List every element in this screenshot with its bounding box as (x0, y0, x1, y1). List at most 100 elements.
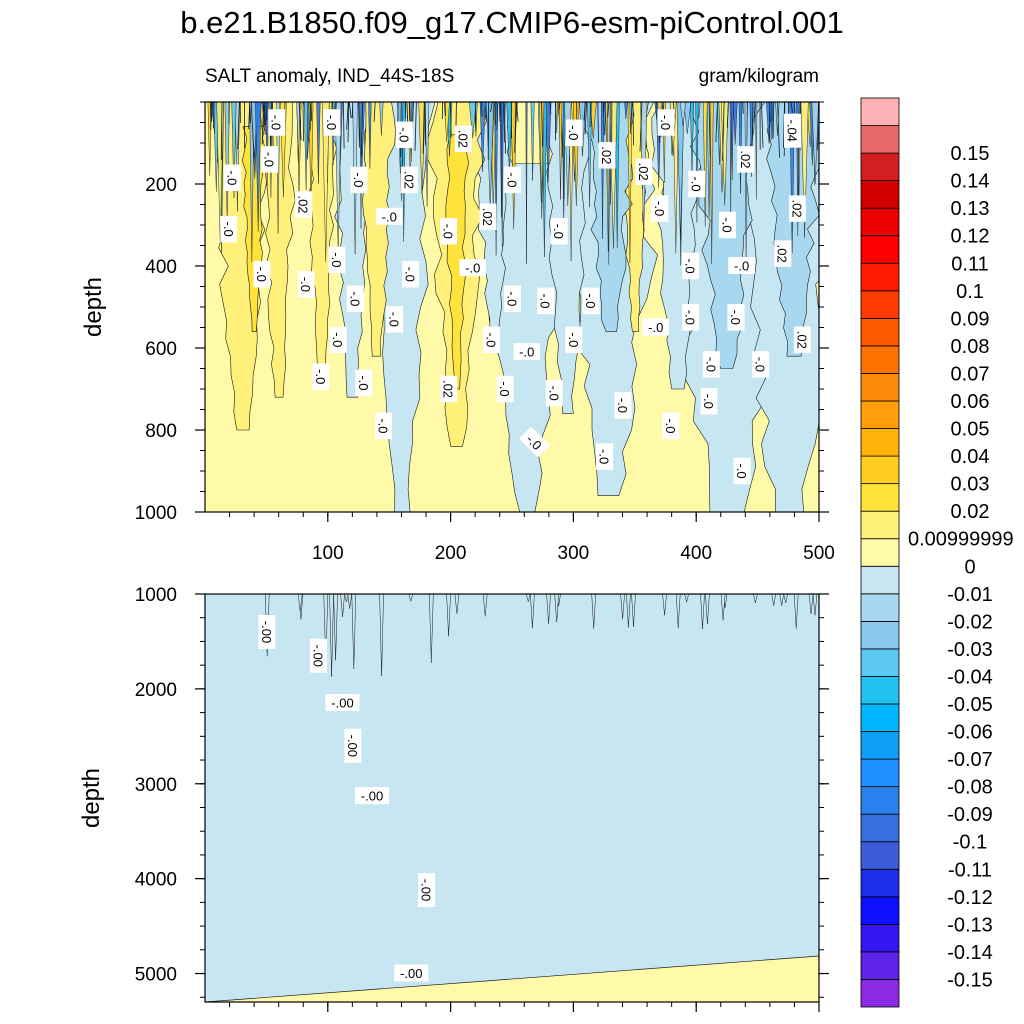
upper-panel: -.0 -.0 -.0 .02 -.0 -.0 -.04 -.0 .02 .02 .02 -.0 -.0… (80, 101, 835, 564)
colorbar-label: 0.12 (951, 226, 990, 248)
subtitle-right: gram/kilogram (699, 66, 819, 87)
contour-label-bg (323, 109, 341, 136)
contour-label-bg (784, 113, 801, 148)
contour-line (310, 102, 313, 121)
contour-streak (755, 102, 758, 200)
colorbar-box (860, 951, 900, 980)
contour-spike (705, 594, 710, 625)
contour-label-text: .02 (789, 200, 804, 218)
y-tick-label: 200 (145, 175, 177, 196)
contour-streak (555, 102, 558, 133)
contour-line (309, 102, 311, 131)
contour-label: -.0 (297, 271, 315, 298)
y-tick-label: 3000 (135, 775, 177, 796)
upper-contour-labels: -.0 -.0 -.0 .02 -.0 -.0 -.04 -.0 .02 .02 .02 -.0 -.0… (220, 109, 811, 485)
contour-label: -.0 (596, 443, 614, 470)
colorbar-label: 0.02 (951, 501, 990, 523)
colorbar-label: 0.06 (951, 391, 990, 413)
contour-label-text: -.0 (566, 332, 581, 347)
contour-streak (322, 102, 330, 262)
contour-label-bg (688, 170, 706, 198)
contour-label-bg (260, 146, 278, 173)
y-tick-label: 5000 (135, 965, 177, 986)
contour-spike (684, 594, 689, 603)
contour-label-text: -.0 (225, 170, 240, 185)
contour-label: -.00 (310, 638, 327, 673)
contour-line (422, 102, 425, 154)
contour-streak (544, 102, 552, 183)
contour-line (373, 102, 376, 122)
contour-streak (425, 102, 430, 207)
contour-label: -.0 (662, 412, 680, 440)
contour-line (503, 102, 506, 154)
contour-spike (662, 594, 667, 616)
contour-label-bg (774, 240, 792, 267)
contour-label-text: -.0 (254, 267, 269, 282)
contour-line (351, 102, 354, 119)
contour-streak (600, 102, 605, 239)
contour-label: -.0 (728, 257, 755, 274)
contour-label-bg (596, 443, 614, 470)
contour-label-bg (642, 318, 669, 336)
contour-label: -.0 (375, 207, 403, 225)
contour-label-bg (454, 125, 472, 153)
contour-line (589, 102, 591, 128)
contour-spike (793, 594, 799, 629)
contour-label: -.0 (565, 326, 583, 354)
contour-streak (690, 102, 695, 175)
contour-label-bg (375, 207, 403, 225)
contour-spike (351, 594, 357, 670)
contour-label-text: -.0 (652, 201, 667, 216)
contour-label-text: .02 (296, 195, 311, 213)
contour-streak (703, 102, 708, 227)
contour-line (347, 102, 350, 143)
colorbar-box (860, 207, 900, 237)
contour-label: -.0 (346, 285, 364, 313)
contour-line (496, 102, 499, 130)
colorbar-label: -0.15 (947, 970, 993, 992)
contour-line (343, 102, 345, 149)
upper-y-axis-label: depth (80, 277, 107, 337)
contour-label-text: .02 (441, 380, 456, 398)
colorbar-box (860, 620, 900, 650)
contour-spike (554, 594, 559, 623)
contour-streak (231, 102, 237, 198)
colorbar-box (860, 125, 900, 154)
contour-label: -.0 (565, 119, 583, 147)
contour-label-text: -.0 (519, 345, 534, 360)
contour-line (263, 102, 266, 135)
contour-spike (779, 594, 784, 606)
contour-label-bg (793, 326, 811, 354)
y-tick-label: 400 (145, 257, 177, 278)
contour-line (220, 102, 223, 160)
contour-label-bg (253, 260, 271, 288)
lower-axes: 1000 2000 3000 4000 5000 (135, 585, 829, 1012)
contour-spike (783, 594, 788, 604)
contour-label: .02 (440, 375, 458, 403)
contour-label-bg (418, 873, 435, 907)
contour-label-bg (752, 351, 770, 378)
contour-label-text: -.0 (551, 224, 566, 239)
contour-label-text: -.0 (683, 258, 698, 273)
contour-streak (800, 102, 809, 238)
contour-label-text: -.0 (465, 261, 480, 276)
contour-label-text: -.0 (382, 209, 397, 224)
colorbar-box (860, 483, 900, 512)
colorbar-box (860, 455, 900, 485)
contour-line (541, 102, 543, 147)
contour-label: -.0 (402, 260, 420, 288)
contour-label-text: -.0 (497, 381, 512, 396)
contour-label: -.00 (418, 873, 435, 907)
contour-label: -.0 (545, 379, 563, 407)
colorbar-label: -0.09 (947, 804, 993, 826)
colorbar-box (860, 290, 900, 319)
contour-label-text: -.0 (221, 222, 236, 237)
contour-label-bg (312, 363, 330, 390)
contour-spike (408, 594, 414, 603)
contour-label: -.0 (727, 304, 745, 331)
colorbar-label: -0.05 (947, 694, 993, 716)
colorbar-box (860, 979, 900, 1008)
contour-label-bg (635, 158, 653, 185)
contour-label: .02 (793, 326, 811, 354)
contour-spike (631, 594, 636, 627)
